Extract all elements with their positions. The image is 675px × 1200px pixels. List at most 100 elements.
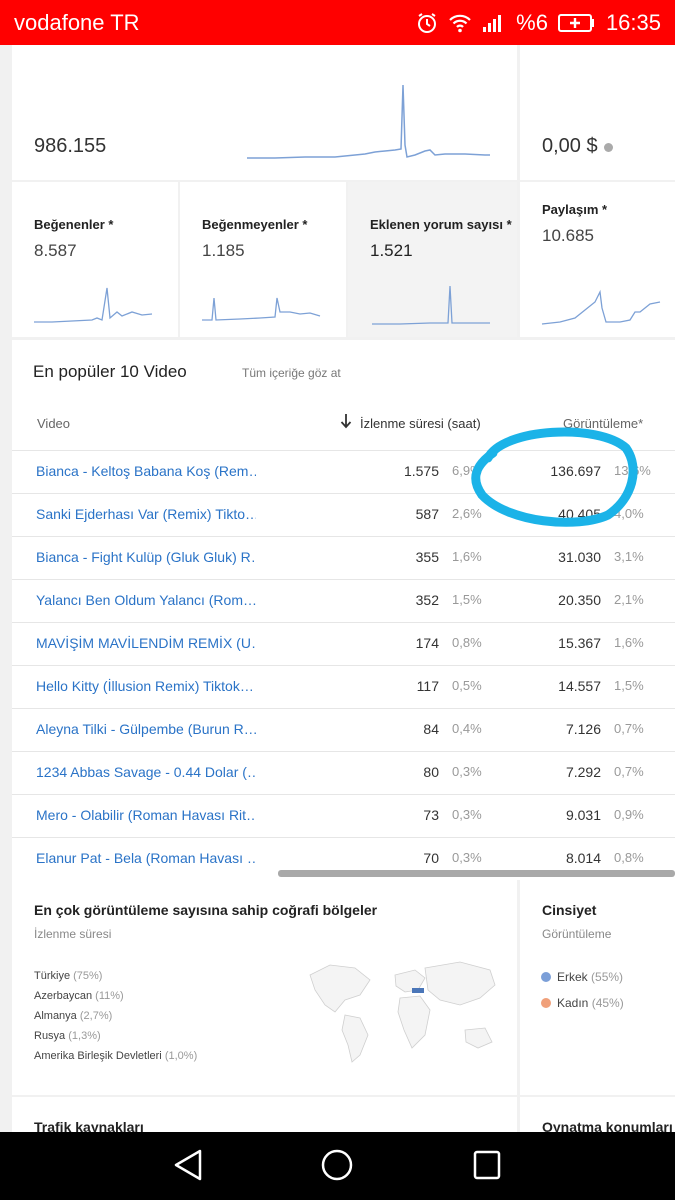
- table-row[interactable]: Mero - Olabilir (Roman Havası Rit… 73 0,3%…: [12, 794, 675, 837]
- clock: 16:35: [605, 9, 661, 35]
- watch-time-value: 84: [423, 721, 439, 737]
- sort-arrow-down-icon[interactable]: [340, 413, 352, 434]
- playback-locations-card[interactable]: Oynatma konumları: [520, 1097, 675, 1132]
- views-value: 15.367: [558, 635, 601, 651]
- video-title-link[interactable]: Yalancı Ben Oldum Yalancı (Rom…: [36, 592, 256, 608]
- watch-time-value: 117: [416, 678, 439, 694]
- traffic-sources-title: Trafik kaynakları: [34, 1119, 144, 1132]
- shares-sparkline: [541, 289, 661, 325]
- video-title-link[interactable]: 1234 Abbas Savage - 0.44 Dolar (…: [36, 764, 256, 780]
- female-legend-dot: [541, 998, 551, 1008]
- metric-label: Paylaşım *: [542, 202, 608, 217]
- views-card[interactable]: 986.155: [12, 45, 517, 180]
- back-icon[interactable]: [172, 1148, 204, 1187]
- recent-apps-icon[interactable]: [472, 1148, 502, 1187]
- watch-time-value: 73: [423, 807, 439, 823]
- views-percent: 3,1%: [614, 549, 644, 564]
- table-row[interactable]: Sanki Ejderhası Var (Remix) Tikto… 587 2,6…: [12, 493, 675, 536]
- likes-sparkline: [34, 287, 153, 323]
- metric-card-dislikes[interactable]: Beğenmeyenler * 1.185: [180, 182, 346, 337]
- video-title-link[interactable]: Aleyna Tilki - Gülpembe (Burun R…: [36, 721, 256, 737]
- status-bar: vodafone TR %6 16:35: [0, 0, 675, 45]
- navigation-bar: [0, 1132, 675, 1200]
- revenue-card[interactable]: 0,00 $: [520, 45, 675, 180]
- gender-title: Cinsiyet: [542, 902, 597, 918]
- gender-item-male: Erkek (55%): [557, 970, 624, 984]
- watch-time-percent: 0,3%: [452, 807, 482, 822]
- geo-item: Almanya (2,7%): [34, 1010, 113, 1022]
- metric-value: 1.185: [202, 241, 245, 260]
- table-row[interactable]: Hello Kitty (İllusion Remix) Tiktok… 117 0…: [12, 665, 675, 708]
- video-title-link[interactable]: Sanki Ejderhası Var (Remix) Tikto…: [36, 506, 256, 522]
- watch-time-value: 1.575: [403, 463, 439, 479]
- views-percent: 0,7%: [614, 764, 644, 779]
- views-value: 31.030: [558, 549, 601, 565]
- watch-time-percent: 0,4%: [452, 721, 482, 736]
- column-header-views[interactable]: Görüntüleme*: [563, 416, 644, 431]
- table-row[interactable]: 1234 Abbas Savage - 0.44 Dolar (… 80 0,3% 7…: [12, 751, 675, 794]
- table-horizontal-scrollbar[interactable]: [278, 870, 675, 877]
- revenue-value: 0,00 $: [542, 135, 598, 157]
- views-value: 9.031: [565, 807, 601, 823]
- views-value: 7.126: [565, 721, 601, 737]
- wifi-icon: [448, 13, 472, 33]
- metric-value: 10.685: [542, 226, 594, 245]
- analytics-page: 986.155 0,00 $ Beğenenler * 8.587 Beğenm…: [0, 45, 675, 1132]
- views-percent: 0,9%: [614, 807, 644, 822]
- views-percent: 4,0%: [614, 506, 644, 521]
- traffic-sources-card[interactable]: Trafik kaynakları: [12, 1097, 517, 1132]
- watch-time-value: 355: [415, 549, 439, 565]
- table-row[interactable]: Bianca - Keltoş Babana Koş (Rem… 1.575 6,9…: [12, 450, 675, 493]
- video-title-link[interactable]: MAVİŞİM MAVİLENDİM REMİX (U…: [36, 635, 256, 651]
- views-percent: 1,6%: [614, 635, 644, 650]
- watch-time-percent: 0,3%: [452, 764, 482, 779]
- watch-time-percent: 1,5%: [452, 592, 482, 607]
- views-value: 8.014: [565, 850, 601, 866]
- metric-card-likes[interactable]: Beğenenler * 8.587: [12, 182, 178, 337]
- video-title-link[interactable]: Bianca - Keltoş Babana Koş (Rem…: [36, 463, 256, 479]
- video-title-link[interactable]: Hello Kitty (İllusion Remix) Tiktok…: [36, 678, 254, 694]
- geo-item: Azerbaycan (11%): [34, 990, 124, 1002]
- table-row[interactable]: Bianca - Fight Kulüp (Gluk Gluk) R… 355 1,…: [12, 536, 675, 579]
- geography-subtitle: İzlenme süresi: [34, 927, 112, 941]
- home-icon[interactable]: [320, 1148, 354, 1187]
- male-legend-dot: [541, 972, 551, 982]
- watch-time-percent: 0,3%: [452, 850, 482, 865]
- views-value: 20.350: [558, 592, 601, 608]
- column-header-watch-time[interactable]: İzlenme süresi (saat): [360, 416, 481, 431]
- video-title-link[interactable]: Elanur Pat - Bela (Roman Havası …: [36, 850, 256, 866]
- views-total-value: 986.155: [34, 135, 107, 157]
- watch-time-percent: 1,6%: [452, 549, 482, 564]
- table-row[interactable]: Yalancı Ben Oldum Yalancı (Rom… 352 1,5% 20…: [12, 579, 675, 622]
- annotation-highlight-circle: [471, 427, 638, 527]
- metric-card-comments[interactable]: Eklenen yorum sayısı * 1.521: [348, 182, 517, 337]
- metric-value: 1.521: [370, 241, 413, 260]
- watch-time-value: 352: [415, 592, 439, 608]
- video-title-link[interactable]: Bianca - Fight Kulüp (Gluk Gluk) R…: [36, 549, 256, 565]
- watch-time-value: 80: [423, 764, 439, 780]
- column-header-video[interactable]: Video: [37, 416, 71, 431]
- geography-card[interactable]: En çok görüntüleme sayısına sahip coğraf…: [12, 880, 517, 1095]
- watch-time-percent: 2,6%: [452, 506, 482, 521]
- watch-time-percent: 0,5%: [452, 678, 482, 693]
- gender-item-female: Kadın (45%): [557, 996, 624, 1010]
- geo-item: Amerika Birleşik Devletleri (1,0%): [34, 1050, 198, 1062]
- browse-all-content-link[interactable]: Tüm içeriğe göz at: [242, 366, 341, 380]
- geo-item: Türkiye (75%): [34, 970, 103, 982]
- views-sparkline: [247, 84, 490, 159]
- carrier-name: vodafone TR: [14, 9, 140, 35]
- table-row[interactable]: Aleyna Tilki - Gülpembe (Burun R… 84 0,4% 7…: [12, 708, 675, 751]
- metric-label: Beğenmeyenler *: [202, 217, 308, 232]
- metric-card-shares[interactable]: Paylaşım * 10.685: [520, 182, 675, 337]
- table-row[interactable]: MAVİŞİM MAVİLENDİM REMİX (U… 174 0,8% 15.36…: [12, 622, 675, 665]
- geography-title: En çok görüntüleme sayısına sahip coğraf…: [34, 902, 378, 918]
- views-percent: 0,7%: [614, 721, 644, 736]
- views-percent: 2,1%: [614, 592, 644, 607]
- comments-sparkline: [372, 285, 490, 325]
- watch-time-percent: 0,8%: [452, 635, 482, 650]
- video-title-link[interactable]: Mero - Olabilir (Roman Havası Rit…: [36, 807, 256, 823]
- views-percent: 0,8%: [614, 850, 644, 865]
- views-value: 14.557: [558, 678, 601, 694]
- gender-card[interactable]: Cinsiyet Görüntüleme Erkek (55%) Kadın (…: [520, 880, 675, 1095]
- playback-locations-title: Oynatma konumları: [542, 1119, 673, 1132]
